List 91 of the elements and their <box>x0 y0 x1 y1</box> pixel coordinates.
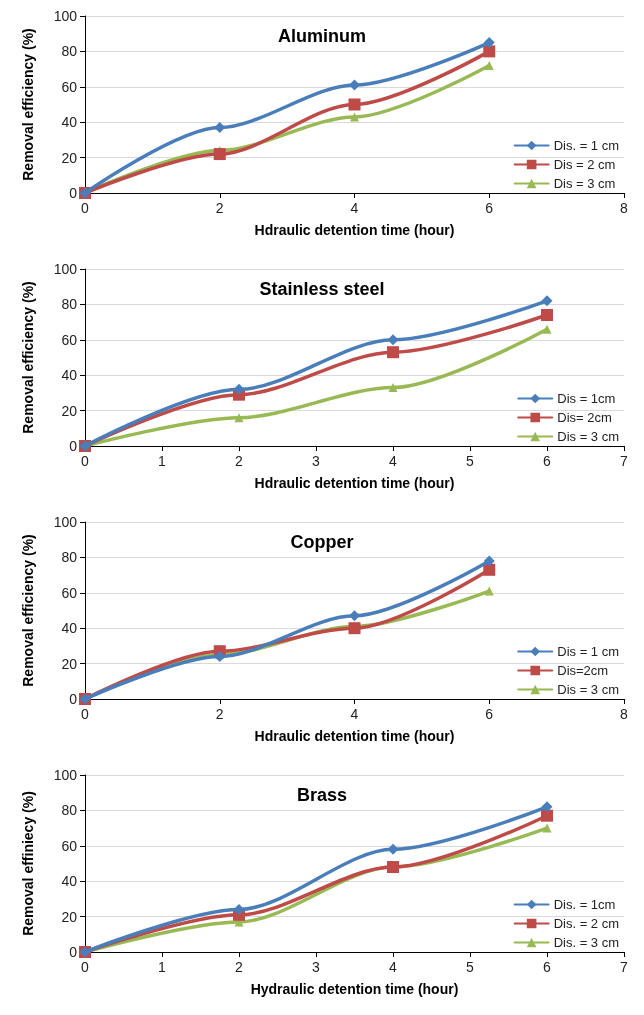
point <box>348 98 361 111</box>
y-tick-label: 40 <box>61 367 78 384</box>
y-tick-label: 0 <box>69 691 78 707</box>
point <box>542 324 552 334</box>
x-axis-title: Hydraulic detention time (hour) <box>250 981 459 997</box>
y-axis-title: Removal efficiency (%) <box>20 281 36 434</box>
legend-label: Dis = 1 cm <box>557 644 619 659</box>
x-tick-label: 4 <box>350 200 359 216</box>
y-tick-label: 80 <box>61 549 78 566</box>
x-tick-label: 6 <box>485 706 494 722</box>
text: Copper <box>290 532 354 552</box>
x-tick-label: 5 <box>466 959 475 975</box>
x-tick-label: 0 <box>81 200 90 216</box>
point <box>541 295 553 307</box>
y-axis-title: Removal efficiency (%) <box>20 534 36 687</box>
x-tick-label: 6 <box>543 453 552 469</box>
text: Aluminum <box>278 26 366 46</box>
legend-label: Dis. = 2 cm <box>553 916 619 931</box>
x-tick-label: 4 <box>389 453 398 469</box>
x-tick-label: 6 <box>543 959 552 975</box>
x-tick-label: 2 <box>235 453 244 469</box>
x-axis-title: Hdraulic detention time (hour) <box>254 222 455 238</box>
y-tick-label: 80 <box>61 296 78 313</box>
y-tick-label: 60 <box>61 331 78 348</box>
legend-label: Dis = 3 cm <box>553 176 616 191</box>
x-tick-label: 2 <box>215 706 224 722</box>
point <box>541 309 553 322</box>
legend-label: Dis= 2cm <box>557 410 612 425</box>
x-tick-label: 2 <box>235 959 244 975</box>
y-tick-label: 60 <box>61 78 78 95</box>
y-tick-label: 80 <box>61 802 78 819</box>
y-tick-label: 40 <box>61 873 78 890</box>
y-tick-label: 40 <box>61 620 78 637</box>
legend-label: Dis. = 1 cm <box>553 138 619 153</box>
x-tick-label: 4 <box>350 706 359 722</box>
point <box>234 413 244 423</box>
y-tick-label: 20 <box>61 908 78 925</box>
legend-label: Dis = 2 cm <box>553 157 616 172</box>
y-tick-label: 40 <box>61 114 78 131</box>
y-tick-label: 100 <box>53 514 78 530</box>
x-tick-label: 3 <box>312 453 321 469</box>
x-tick-label: 3 <box>312 959 321 975</box>
x-tick-label: 8 <box>620 706 629 722</box>
x-tick-label: 6 <box>485 200 494 216</box>
x-axis-title: Hdraulic detention time (hour) <box>254 728 455 744</box>
text: Stainless steel <box>259 279 385 299</box>
text: Brass <box>296 785 348 805</box>
y-tick-label: 0 <box>69 944 78 960</box>
point <box>388 383 398 393</box>
point <box>483 555 495 567</box>
point <box>213 148 226 161</box>
legend-label: Dis. = 1cm <box>553 897 616 912</box>
point <box>350 112 359 122</box>
x-tick-label: 1 <box>158 959 167 975</box>
y-tick-label: 0 <box>69 185 78 201</box>
x-tick-label: 8 <box>620 200 629 216</box>
y-tick-label: 20 <box>61 402 78 419</box>
point <box>483 563 496 576</box>
x-tick-label: 2 <box>215 200 224 216</box>
y-tick-label: 20 <box>61 655 78 672</box>
point <box>483 37 495 49</box>
legend-label: Dis = 3 cm <box>557 682 619 697</box>
y-tick-label: 100 <box>53 261 78 277</box>
y-tick-label: 100 <box>53 767 78 783</box>
y-tick-label: 0 <box>69 438 78 454</box>
x-tick-label: 0 <box>81 453 90 469</box>
x-tick-label: 1 <box>158 453 167 469</box>
x-tick-label: 7 <box>620 959 629 975</box>
x-axis-title: Hdraulic detention time (hour) <box>254 475 455 491</box>
x-tick-label: 0 <box>81 706 90 722</box>
y-axis-title: Removal effiniecy (%) <box>20 791 36 936</box>
point <box>541 809 553 822</box>
point <box>541 801 553 813</box>
y-axis-title: Removal efficiency (%) <box>20 28 36 181</box>
point <box>348 622 361 635</box>
legend-label: Dis=2cm <box>557 663 609 678</box>
y-tick-label: 60 <box>61 837 78 854</box>
y-tick-label: 20 <box>61 149 78 166</box>
legend-label: Dis. = 3 cm <box>553 935 619 950</box>
y-tick-label: 60 <box>61 584 78 601</box>
x-tick-label: 4 <box>389 959 398 975</box>
legend-label: Dis = 3 cm <box>557 429 619 444</box>
x-tick-label: 7 <box>620 453 629 469</box>
point <box>349 610 360 622</box>
legend-label: Dis = 1cm <box>557 391 616 406</box>
y-tick-label: 80 <box>61 43 78 60</box>
point <box>349 79 360 91</box>
point <box>387 346 399 359</box>
y-tick-label: 100 <box>53 8 78 24</box>
x-tick-label: 0 <box>81 959 90 975</box>
x-tick-label: 5 <box>466 453 475 469</box>
